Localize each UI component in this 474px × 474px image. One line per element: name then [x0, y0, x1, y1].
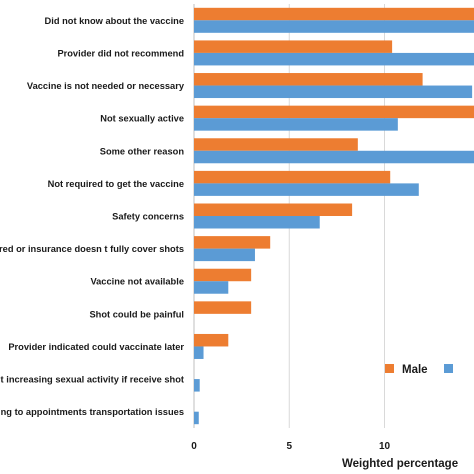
category-labels: Did not know about the vaccine Provider d…	[0, 16, 185, 417]
bar-series-2	[194, 150, 474, 164]
bar-series-2	[194, 118, 398, 131]
category-label: Not required to get the vaccine	[48, 179, 184, 189]
category-label: ing to appointments transportation issue…	[0, 407, 184, 417]
bar-male	[194, 301, 252, 314]
bar-male	[194, 40, 393, 53]
legend-swatch-second	[444, 364, 453, 373]
bar-series-2	[194, 85, 473, 99]
x-tick-label: 0	[191, 441, 197, 452]
bar-male	[194, 170, 391, 184]
category-label: Vaccine is not needed or necessary	[27, 81, 185, 91]
category-label: Provider indicated could vaccinate later	[8, 342, 184, 352]
bar-male	[194, 73, 423, 86]
category-label: Safety concerns	[112, 212, 184, 222]
category-label: Some other reason	[100, 146, 185, 156]
legend-swatch-male	[385, 364, 394, 373]
bar-male	[194, 236, 271, 249]
bar-series-2	[194, 216, 320, 229]
legend-label-male: Male	[402, 364, 428, 376]
bar-male	[194, 105, 474, 119]
bars	[194, 7, 474, 425]
bar-series-2	[194, 281, 229, 294]
bar-male	[194, 7, 474, 21]
category-label: Shot could be painful	[89, 309, 184, 319]
category-label: ut increasing sexual activity if receive…	[0, 375, 184, 385]
bar-series-2	[194, 346, 204, 359]
bar-male	[194, 333, 229, 347]
category-label: Vaccine not available	[90, 277, 184, 287]
category-label: Provider did not recommend	[57, 48, 184, 58]
bar-series-2	[194, 52, 474, 66]
category-label: Not sexually active	[100, 114, 184, 124]
x-axis-title: Weighted percentage	[342, 458, 458, 470]
bar-male	[194, 203, 353, 216]
category-label: ured or insurance doesn t fully cover sh…	[0, 244, 184, 254]
bar-male	[194, 268, 252, 282]
tick-labels: 0 5 10	[191, 441, 390, 452]
bar-series-2	[194, 379, 200, 392]
bar-series-2	[194, 411, 199, 425]
bar-series-2	[194, 248, 255, 262]
category-label: Did not know about the vaccine	[45, 16, 184, 26]
bar-series-2	[194, 183, 419, 196]
bar-male	[194, 138, 358, 151]
x-tick-label: 5	[286, 441, 292, 452]
legend: Male	[385, 364, 453, 376]
bar-series-2	[194, 20, 474, 33]
x-tick-label: 10	[379, 441, 391, 452]
